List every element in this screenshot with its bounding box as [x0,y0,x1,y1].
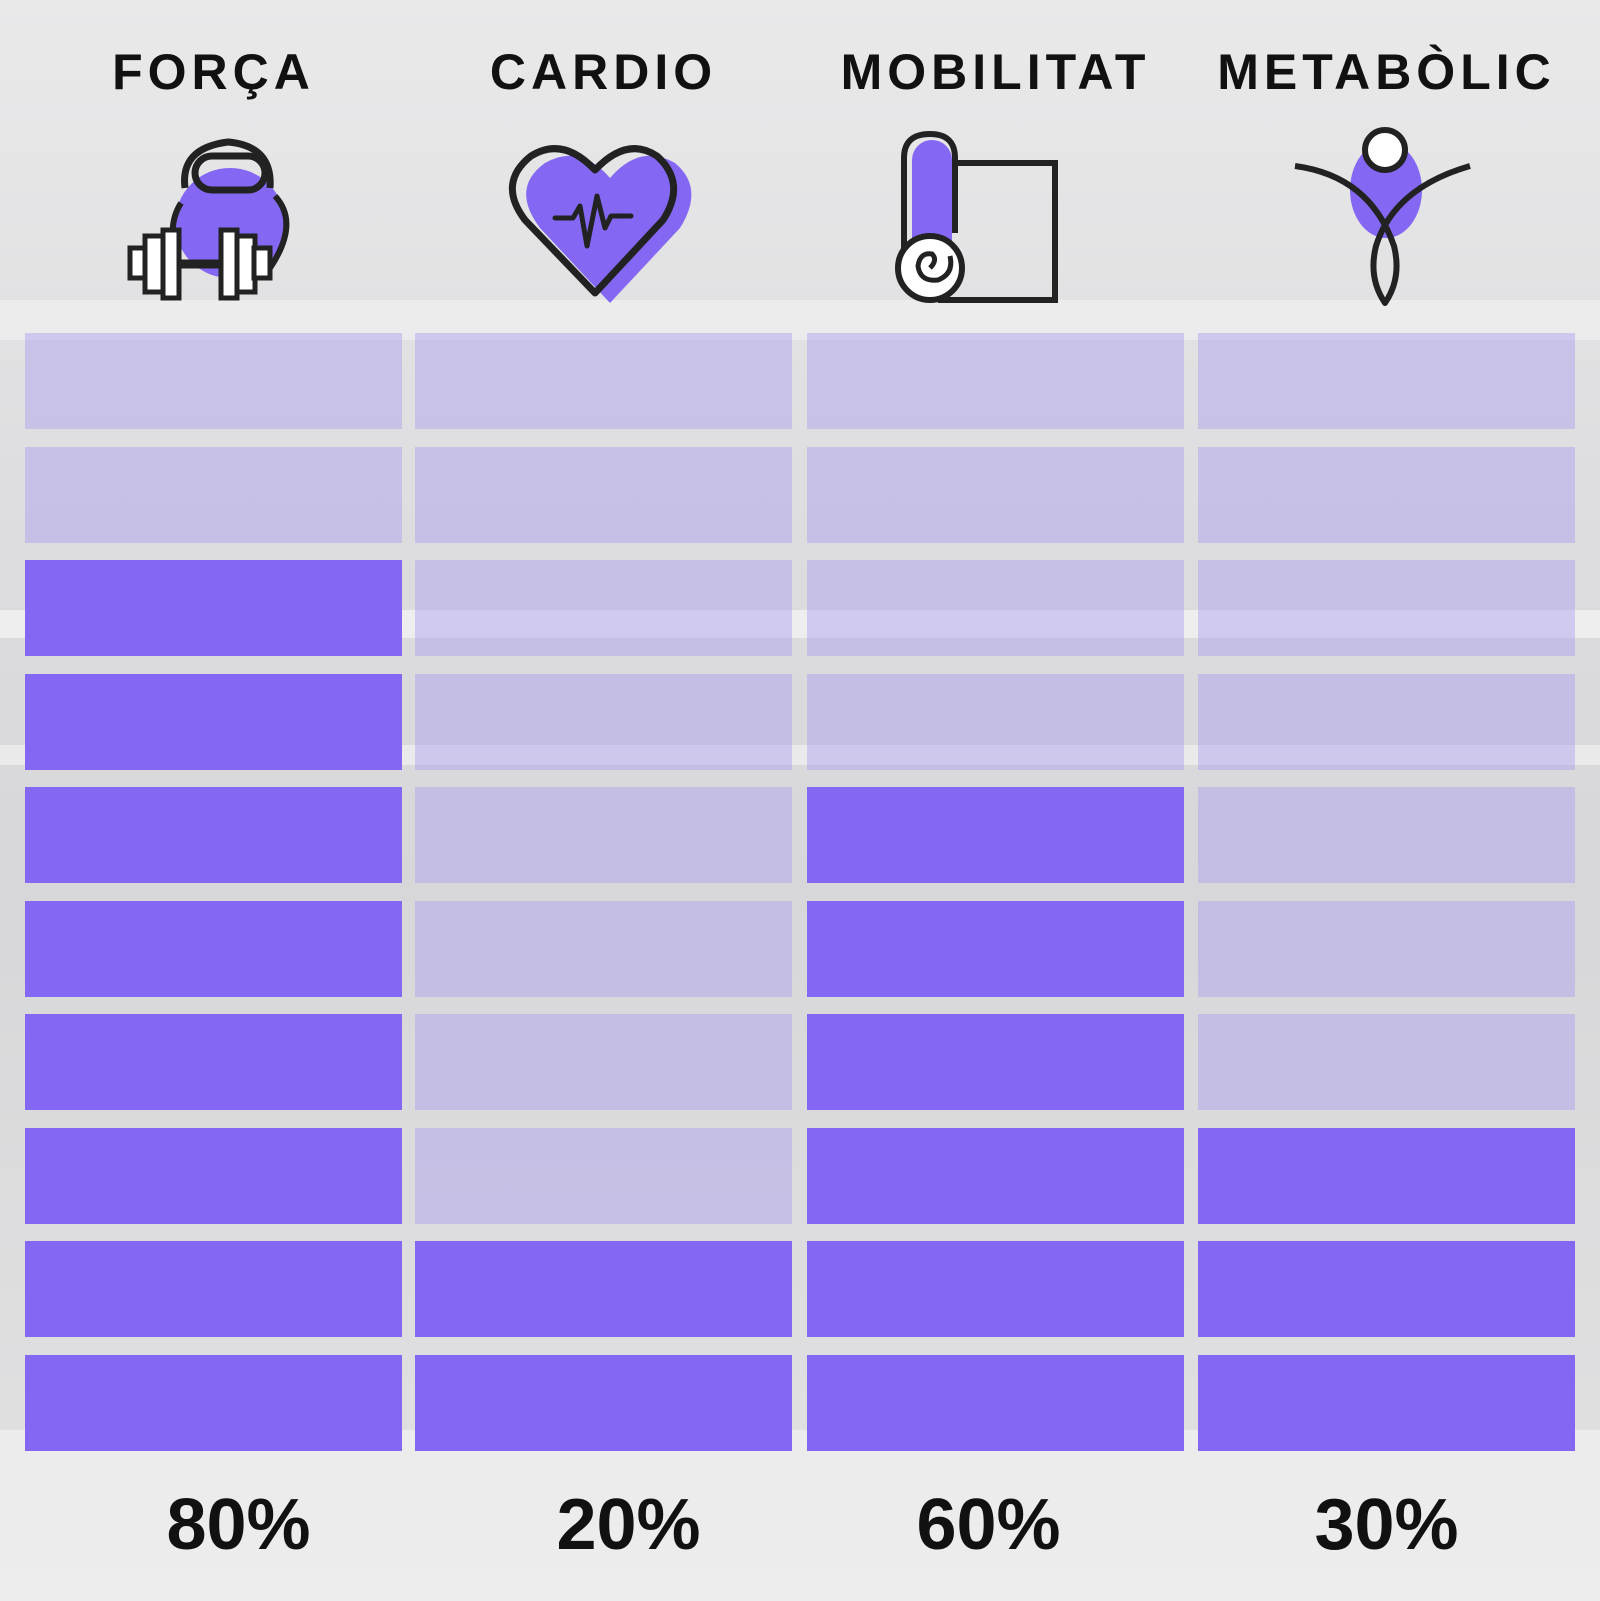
bar-segment-empty [1198,900,1575,997]
heart-pulse-icon [505,128,695,308]
bar-segment-filled [25,787,402,883]
bar-segment-filled [415,1241,792,1337]
bar-segment-filled [25,1241,402,1337]
bar-segment-empty [415,787,792,883]
bar-segment-filled [1198,1127,1575,1224]
bar-segment-filled [25,1014,402,1110]
bar-segment-empty [415,333,792,429]
bar-segment-empty [415,560,792,656]
bar-segment-filled [807,1127,1184,1224]
value-label-metabolic: 30% [1314,1485,1459,1565]
bar-segment-empty [807,560,1184,656]
bar-segment-filled [1198,1354,1575,1451]
bar-segment-empty [1198,560,1575,656]
bar-segment-empty [25,333,402,429]
background-band [0,300,1600,340]
bar-segment-empty [807,673,1184,770]
bar-segment-empty [25,446,402,543]
bar-mobilitat [807,333,1184,1451]
background-band [0,1430,1600,1601]
value-label-forca: 80% [166,1485,311,1565]
bar-segment-filled [807,787,1184,883]
bar-segment-empty [415,1014,792,1110]
bar-metabolic [1198,333,1575,1451]
bar-segment-filled [25,1354,402,1451]
category-label-mobilitat: MOBILITAT [840,44,1151,100]
bar-segment-filled [25,900,402,997]
bar-segment-filled [807,900,1184,997]
bar-segment-empty [1198,446,1575,543]
stretching-person-icon [1290,127,1480,308]
kettlebell-dumbbell-icon [125,128,315,308]
category-label-metabolic: METABÒLIC [1217,44,1556,100]
bar-segment-filled [25,673,402,770]
category-label-cardio: CARDIO [489,44,718,100]
value-label-mobilitat: 60% [916,1485,1061,1565]
bar-segment-filled [1198,1241,1575,1337]
bar-segment-filled [25,560,402,656]
bar-segment-empty [1198,1014,1575,1110]
bar-segment-empty [1198,787,1575,883]
bar-segment-filled [807,1241,1184,1337]
bar-segment-empty [415,673,792,770]
bar-forca [25,333,402,1451]
bar-segment-filled [807,1014,1184,1110]
category-label-forca: FORÇA [112,44,315,100]
bar-segment-filled [25,1127,402,1224]
bar-segment-empty [415,446,792,543]
bar-segment-empty [415,900,792,997]
value-label-cardio: 20% [556,1485,701,1565]
bar-segment-empty [415,1127,792,1224]
bar-segment-empty [1198,333,1575,429]
bar-cardio [415,333,792,1451]
bar-segment-filled [415,1354,792,1451]
bar-segment-empty [1198,673,1575,770]
yoga-mat-icon [880,128,1070,308]
bar-segment-empty [807,333,1184,429]
bar-segment-filled [807,1354,1184,1451]
bar-segment-empty [807,446,1184,543]
